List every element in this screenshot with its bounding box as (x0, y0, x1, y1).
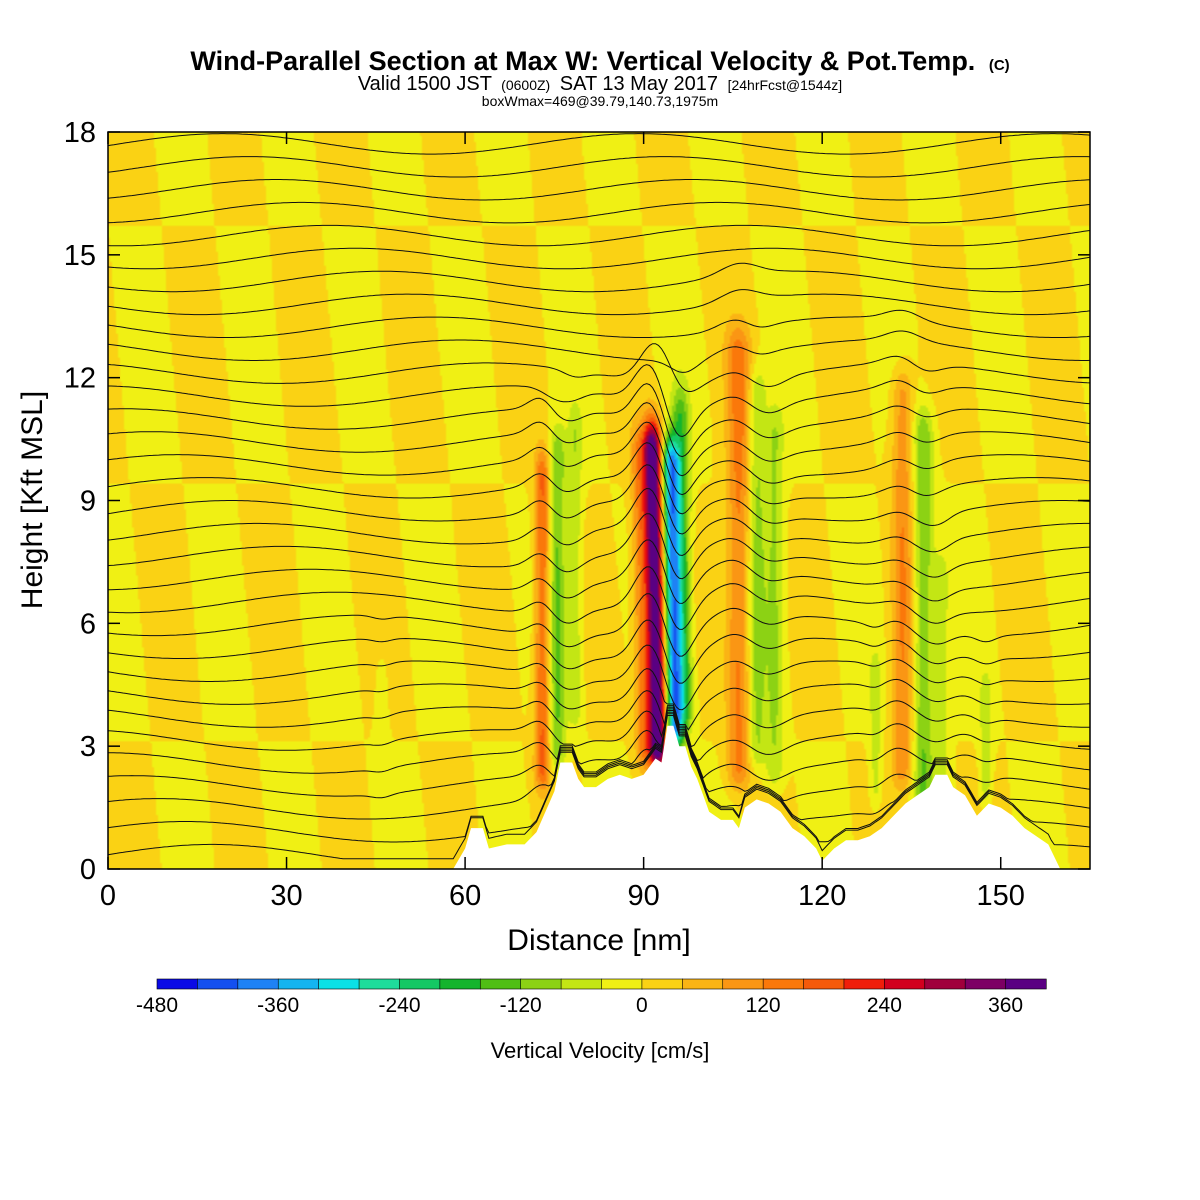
theta-contour-line (108, 247, 1090, 270)
colorbar-swatch (318, 978, 360, 990)
chart-subtitle-2: boxWmax=469@39.79,140.73,1975m (482, 93, 718, 109)
chart-subtitle: Valid 1500 JST (0600Z) SAT 13 May 2017 [… (358, 73, 842, 95)
theta-contour-line (108, 156, 1090, 178)
terrain-mask (108, 725, 1090, 869)
theta-contour-line (108, 133, 1090, 155)
colorbar-swatch (964, 978, 1007, 990)
y-tick-label: 15 (64, 240, 96, 272)
chart-title-text: Wind-Parallel Section at Max W: Vertical… (190, 46, 975, 76)
y-tick-label: 18 (64, 117, 96, 149)
x-tick-label: 30 (270, 880, 302, 912)
colorbar-swatch (358, 978, 401, 990)
theta-contour-line (108, 715, 1090, 860)
colorbar-tick-label: -480 (136, 994, 178, 1017)
colorbar-swatch (237, 978, 279, 990)
theta-contour-line (108, 593, 1090, 657)
y-tick-label: 0 (80, 854, 96, 886)
vertical-velocity-field (108, 132, 1090, 869)
subtitle-forecast: [24hrFcst@1544z] (728, 77, 843, 93)
subtitle-date: SAT 13 May 2017 (560, 73, 718, 95)
colorbar-swatch (156, 978, 199, 990)
chart-title-mark: (C) (989, 57, 1010, 74)
colorbar-swatch (560, 978, 603, 990)
colorbar-swatch (924, 978, 966, 990)
theta-contour-line (108, 513, 1090, 580)
colorbar-swatch (1005, 978, 1047, 990)
colorbar-tick-label: 360 (988, 994, 1023, 1017)
colorbar-swatch (439, 978, 481, 990)
subtitle-valid: Valid 1500 JST (358, 73, 492, 95)
theta-contour-line (108, 690, 1090, 748)
x-axis-label: Distance [nm] (507, 924, 690, 957)
theta-contour-line (108, 706, 1090, 762)
theta-contour-line (108, 421, 1090, 496)
x-tick-label: 120 (798, 880, 846, 912)
colorbar: -480 -360 -240 -120 0 120 240 360 (136, 978, 1047, 1017)
theta-contour-line (108, 343, 1090, 392)
colorbar-tick-label: -240 (378, 994, 420, 1017)
y-tick-label: 9 (80, 486, 96, 518)
colorbar-tick-label: -120 (500, 994, 542, 1017)
theta-contour-line (108, 442, 1090, 515)
theta-contour-line (108, 566, 1090, 630)
colorbar-tick-label: 0 (636, 994, 648, 1017)
x-axis: 0 30 60 90 120 150 (100, 132, 1025, 912)
theta-contour-line (108, 668, 1090, 731)
y-tick-label: 6 (80, 608, 96, 640)
chart-title: Wind-Parallel Section at Max W: Vertical… (190, 46, 1009, 76)
theta-contour-line (108, 539, 1090, 604)
theta-contour-line (108, 713, 1090, 843)
subtitle-utc: (0600Z) (501, 77, 550, 93)
colorbar-tick-label: -360 (257, 994, 299, 1017)
colorbar-tick-label: 240 (867, 994, 902, 1017)
y-tick-label: 3 (80, 731, 96, 763)
y-tick-label: 12 (64, 363, 96, 395)
colorbar-swatch (399, 978, 441, 990)
y-axis-label: Height [Kft MSL] (16, 391, 49, 609)
colorbar-swatch (843, 978, 885, 990)
theta-contour-line (108, 309, 1090, 338)
colorbar-swatch (277, 978, 320, 990)
colorbar-swatch (884, 978, 926, 990)
theta-contour-line (108, 710, 1090, 802)
x-tick-label: 0 (100, 880, 116, 912)
theta-contour-line (108, 402, 1090, 477)
theta-contour-line (108, 262, 1090, 293)
colorbar-swatch (762, 978, 805, 990)
theta-contour-line (108, 383, 1090, 458)
theta-contour-line (108, 179, 1090, 201)
x-tick-label: 150 (977, 880, 1025, 912)
colorbar-swatch (479, 978, 522, 990)
theta-contour-line (108, 708, 1090, 781)
theta-contour-line (108, 711, 1090, 821)
theta-contour-line (108, 364, 1090, 438)
colorbar-swatch (520, 978, 562, 990)
potential-temperature-contours (108, 133, 1090, 860)
theta-contour-line (108, 644, 1090, 711)
colorbar-swatch (682, 978, 724, 990)
theta-contour-line (108, 487, 1090, 557)
colorbar-swatch (803, 978, 845, 990)
theta-contour-line (108, 289, 1090, 316)
theta-contour-line (108, 201, 1090, 224)
x-tick-label: 60 (449, 880, 481, 912)
plot-area (108, 132, 1090, 869)
theta-contour-line (108, 330, 1090, 373)
colorbar-label: Vertical Velocity [cm/s] (491, 1038, 710, 1063)
y-axis: 0 3 6 9 12 15 18 (64, 117, 1090, 886)
x-tick-label: 90 (628, 880, 660, 912)
colorbar-swatch (722, 978, 764, 990)
theta-contour-line (108, 224, 1090, 247)
colorbar-swatch (641, 978, 683, 990)
theta-contour-line (108, 619, 1090, 684)
colorbar-swatch (197, 978, 239, 990)
colorbar-tick-label: 120 (746, 994, 781, 1017)
theta-contour-line (108, 464, 1090, 535)
colorbar-swatch (601, 978, 643, 990)
